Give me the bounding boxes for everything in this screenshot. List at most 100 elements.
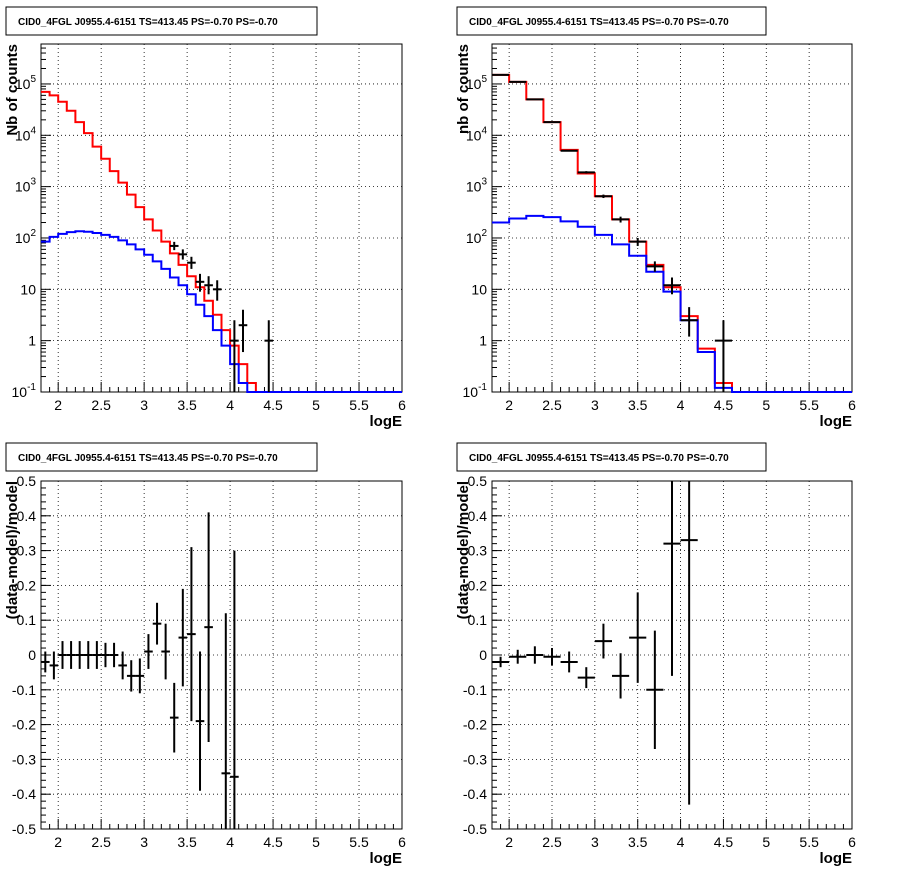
y-tick-label: -0.4	[12, 786, 36, 802]
x-tick-label: 2	[505, 397, 513, 413]
residual-point	[509, 649, 527, 664]
total-model-histogram	[41, 90, 402, 393]
x-tick-label: 4.5	[714, 834, 734, 850]
x-tick-label: 3.5	[177, 834, 197, 850]
title-box	[5, 6, 318, 36]
x-tick-label: 2.5	[542, 397, 562, 413]
x-tick-label: 3.5	[628, 834, 648, 850]
y-tick-label: 0	[479, 647, 487, 663]
residual-point	[680, 481, 698, 805]
x-tick-label: 2.5	[542, 834, 562, 850]
residual-point	[629, 592, 647, 683]
x-axis-label: logE	[370, 850, 403, 867]
x-tick-label: 4	[677, 834, 685, 850]
y-tick-label: -0.2	[12, 717, 36, 733]
y-tick-label: 0	[28, 647, 36, 663]
residual-point	[169, 682, 179, 753]
residual-point	[187, 547, 196, 722]
y-tick-label: 104	[15, 125, 37, 143]
data-point	[560, 149, 578, 152]
residual-point	[161, 623, 170, 680]
data-point	[714, 320, 732, 392]
x-tick-label: 5	[312, 834, 320, 850]
data-point	[509, 80, 527, 83]
chart-title: CID0_4FGL J0955.4-6151 TS=413.45 PS=-0.7…	[18, 453, 278, 464]
y-tick-label: 105	[15, 74, 37, 92]
residual-point	[41, 651, 50, 673]
panel-top-left: CID0_4FGL J0955.4-6151 TS=413.45 PS=-0.7…	[4, 6, 406, 430]
title-box	[456, 6, 767, 36]
residual-point	[49, 651, 59, 680]
x-tick-label: 2.5	[91, 834, 111, 850]
component-model-histogram	[492, 214, 852, 393]
x-tick-label: 4	[677, 397, 685, 413]
x-tick-label: 5.5	[349, 834, 369, 850]
y-tick-label: 10-1	[463, 382, 488, 400]
x-tick-label: 3	[591, 834, 599, 850]
data-point	[629, 237, 647, 246]
residual-point	[92, 641, 102, 669]
y-tick-label: 0.1	[17, 612, 37, 628]
y-tick-label: -0.5	[463, 821, 487, 837]
y-axis-label: Nb of counts	[4, 44, 21, 136]
residual-point	[101, 642, 110, 668]
component-model-histogram	[41, 230, 402, 393]
x-tick-label: 4.5	[263, 397, 283, 413]
y-axis-label: (data-model)/model	[455, 481, 472, 619]
y-tick-label: 103	[466, 177, 488, 195]
data-point	[646, 261, 664, 272]
residual-point	[109, 642, 119, 668]
y-tick-label: -0.2	[463, 717, 487, 733]
x-tick-label: 3.5	[177, 397, 197, 413]
residual-point	[560, 651, 578, 673]
residual-point	[58, 641, 67, 669]
x-tick-label: 2	[505, 834, 513, 850]
y-tick-label: -0.5	[12, 821, 36, 837]
y-tick-label: -0.1	[463, 682, 487, 698]
x-tick-label: 3	[140, 834, 148, 850]
y-tick-label: 102	[466, 228, 488, 246]
residual-point	[612, 653, 630, 699]
residual-point	[221, 613, 231, 829]
residual-point	[663, 481, 681, 676]
y-tick-label: 0.1	[468, 612, 488, 628]
data-point	[612, 216, 630, 223]
data-point	[212, 280, 222, 301]
y-tick-label: -0.1	[12, 682, 36, 698]
data-point	[238, 309, 248, 353]
residual-point	[646, 630, 664, 749]
y-tick-label: 0.5	[468, 473, 488, 489]
x-tick-label: 5.5	[349, 397, 369, 413]
y-tick-label: -0.3	[463, 751, 487, 767]
data-point	[663, 277, 681, 295]
x-tick-label: 2	[54, 397, 62, 413]
residual-point	[594, 623, 612, 659]
data-point	[195, 273, 205, 292]
chart-title: CID0_4FGL J0955.4-6151 TS=413.45 PS=-0.7…	[18, 17, 278, 28]
residual-point	[526, 646, 544, 664]
chart-title: CID0_4FGL J0955.4-6151 TS=413.45 PS=-0.7…	[469, 17, 729, 28]
x-tick-label: 6	[848, 397, 856, 413]
y-tick-label: -0.4	[463, 786, 487, 802]
data-point	[264, 320, 274, 392]
x-tick-label: 5	[762, 834, 770, 850]
y-tick-label: 0.2	[468, 577, 488, 593]
y-tick-label: 103	[15, 177, 37, 195]
chart-title: CID0_4FGL J0955.4-6151 TS=413.45 PS=-0.7…	[469, 453, 729, 464]
data-point	[187, 256, 196, 269]
y-tick-label: -0.3	[12, 751, 36, 767]
residual-point	[135, 658, 145, 694]
x-tick-label: 5	[312, 397, 320, 413]
panel-bottom-left: CID0_4FGL J0955.4-6151 TS=413.45 PS=-0.7…	[4, 442, 406, 867]
x-tick-label: 5.5	[799, 397, 819, 413]
data-point	[230, 320, 239, 392]
residual-point	[152, 602, 162, 645]
panel-bottom-right: CID0_4FGL J0955.4-6151 TS=413.45 PS=-0.7…	[455, 442, 856, 867]
x-axis-label: logE	[820, 850, 853, 867]
x-tick-label: 3	[140, 397, 148, 413]
residual-point	[204, 512, 213, 742]
y-tick-label: 1	[28, 333, 36, 349]
y-tick-label: 10	[471, 281, 487, 297]
residual-point	[126, 660, 136, 692]
